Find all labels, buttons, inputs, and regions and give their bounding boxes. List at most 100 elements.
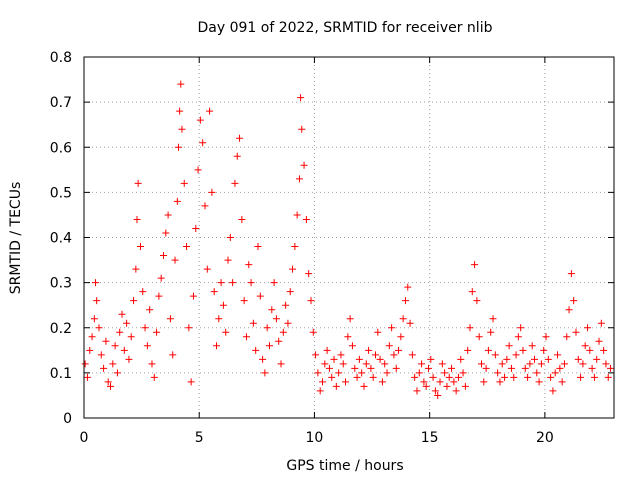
data-point (420, 378, 428, 386)
data-point (542, 333, 550, 341)
data-point (210, 288, 218, 296)
data-point (355, 355, 363, 363)
data-point (295, 175, 303, 183)
data-point (385, 342, 393, 350)
data-point (344, 333, 352, 341)
data-point (427, 355, 435, 363)
data-point (284, 319, 292, 327)
data-point (468, 288, 476, 296)
data-point (293, 211, 301, 219)
data-point (524, 373, 532, 381)
data-point (457, 355, 465, 363)
data-point (125, 355, 133, 363)
data-point (404, 283, 412, 291)
data-point (116, 328, 124, 336)
data-points (81, 80, 615, 399)
data-point (102, 337, 110, 345)
data-point (438, 360, 446, 368)
data-point (418, 360, 426, 368)
data-point (164, 211, 172, 219)
data-point (203, 265, 211, 273)
data-point (579, 360, 587, 368)
data-point (141, 324, 149, 332)
data-point (263, 324, 271, 332)
y-tick-label: 0.1 (50, 366, 72, 382)
data-point (169, 351, 177, 359)
data-point (448, 364, 456, 372)
data-point (236, 134, 244, 142)
data-point (494, 369, 502, 377)
data-point (563, 333, 571, 341)
data-point (180, 179, 188, 187)
data-point (540, 346, 548, 354)
data-point (480, 378, 488, 386)
data-point (206, 107, 214, 115)
data-point (367, 364, 375, 372)
data-point (279, 328, 287, 336)
data-point (397, 333, 405, 341)
data-point (487, 328, 495, 336)
data-point (208, 188, 216, 196)
data-point (337, 351, 345, 359)
data-point (268, 306, 276, 314)
data-point (353, 373, 361, 381)
x-tick-label: 20 (536, 430, 554, 446)
data-point (452, 387, 460, 395)
data-point (413, 387, 421, 395)
data-point (302, 215, 310, 223)
data-point (178, 125, 186, 133)
data-point (133, 215, 141, 223)
data-point (431, 387, 439, 395)
data-point (491, 351, 499, 359)
data-point (192, 224, 200, 232)
data-point (369, 373, 377, 381)
data-point (415, 369, 423, 377)
data-point (372, 351, 379, 359)
data-point (199, 139, 207, 147)
data-point (348, 342, 356, 350)
data-point (429, 373, 437, 381)
data-point (425, 364, 432, 372)
data-point (289, 265, 297, 273)
data-point (297, 94, 305, 102)
data-point (459, 369, 467, 377)
data-point (160, 252, 167, 260)
data-point (314, 369, 322, 377)
data-point (388, 324, 396, 332)
data-point (305, 270, 313, 278)
x-tick-label: 0 (80, 430, 89, 446)
data-point (521, 364, 529, 372)
x-tick-label: 10 (306, 430, 324, 446)
data-point (445, 373, 453, 381)
data-point (547, 373, 555, 381)
data-point (136, 243, 144, 251)
data-point (586, 346, 594, 354)
data-point (123, 319, 131, 327)
data-point (475, 333, 483, 341)
y-tick-label: 0.2 (50, 321, 72, 337)
data-point (127, 333, 135, 341)
data-point (100, 364, 108, 372)
y-tick-label: 0.8 (50, 50, 72, 66)
data-point (173, 197, 181, 205)
data-point (604, 373, 612, 381)
data-point (577, 373, 585, 381)
data-point (392, 364, 400, 372)
data-point (298, 125, 306, 133)
data-point (484, 346, 492, 354)
y-tick-label: 0.6 (50, 140, 72, 156)
data-point (272, 315, 280, 323)
data-point (194, 166, 202, 174)
data-point (229, 279, 237, 287)
data-point (307, 297, 315, 305)
data-point (88, 333, 96, 341)
data-point (482, 364, 490, 372)
data-point (185, 324, 193, 332)
data-point (111, 342, 119, 350)
data-point (554, 351, 562, 359)
data-point (153, 328, 161, 336)
data-point (107, 382, 114, 390)
tick-labels: 0 0.1 0.2 0.3 0.4 0.5 0.6 0.7 0.8 0 5 10 15 20 (50, 50, 554, 446)
data-point (401, 297, 409, 305)
